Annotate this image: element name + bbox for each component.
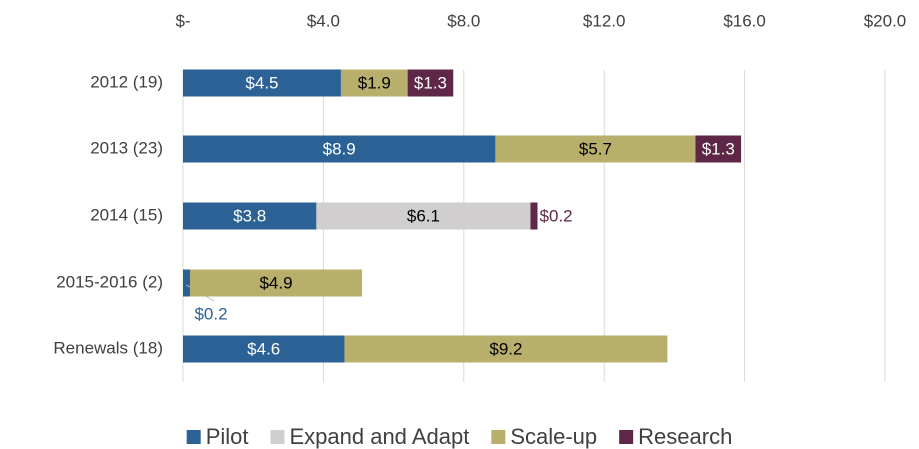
bar-segment	[190, 269, 363, 297]
data-label: $8.9	[323, 139, 356, 158]
legend-label: Expand and Adapt	[289, 424, 469, 449]
x-tick-label: $16.0	[723, 11, 766, 30]
bar-segment	[340, 69, 408, 97]
data-label: $0.2	[194, 304, 227, 323]
y-tick-label: 2012 (19)	[90, 72, 163, 91]
bar-segment	[495, 135, 696, 163]
bar-segment	[316, 202, 531, 230]
bar-segment	[183, 335, 345, 363]
data-label: $9.2	[489, 339, 522, 358]
legend-label: Pilot	[206, 424, 249, 449]
legend-label: Scale-up	[510, 424, 597, 449]
data-label: $5.7	[579, 139, 612, 158]
x-tick-label: $4.0	[307, 11, 340, 30]
legend-label: Research	[638, 424, 732, 449]
data-label: $4.5	[245, 73, 278, 92]
data-label: $4.9	[259, 273, 292, 292]
data-label: $3.8	[233, 206, 266, 225]
bar-segment	[183, 202, 317, 230]
data-label: $1.3	[414, 73, 447, 92]
bar-segment	[183, 269, 191, 297]
data-label: $1.9	[358, 73, 391, 92]
legend-swatch	[270, 430, 285, 444]
bar-segment	[344, 335, 668, 363]
x-tick-label: $8.0	[447, 11, 480, 30]
x-tick-label: $12.0	[583, 11, 626, 30]
data-label: $0.2	[540, 206, 573, 225]
y-tick-label: 2014 (15)	[90, 205, 163, 224]
x-tick-label: $20.0	[864, 11, 907, 30]
data-label: $1.3	[702, 139, 735, 158]
bar-segment	[407, 69, 454, 97]
data-label: $6.1	[407, 206, 440, 225]
bar-segment	[530, 202, 538, 230]
legend-swatch	[491, 430, 506, 444]
bar-segment	[183, 69, 341, 97]
data-label: $4.6	[247, 339, 280, 358]
y-tick-label: 2015-2016 (2)	[56, 272, 163, 291]
bar-segment	[695, 135, 742, 163]
legend: Pilot Expand and Adapt Scale-up Research	[186, 424, 732, 449]
x-tick-label: $-	[175, 11, 190, 30]
bar-segment	[183, 135, 496, 163]
legend-swatch	[619, 430, 634, 444]
y-tick-label: Renewals (18)	[53, 338, 163, 357]
y-tick-label: 2013 (23)	[90, 138, 163, 157]
legend-swatch	[186, 430, 201, 444]
